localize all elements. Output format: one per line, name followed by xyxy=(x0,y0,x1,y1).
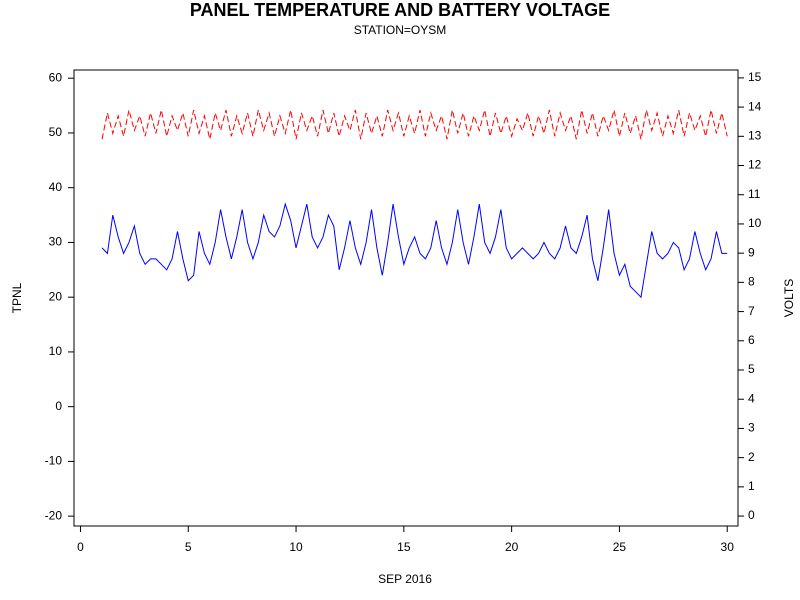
y-tick-label: -20 xyxy=(45,508,63,522)
y2-tick-label: 14 xyxy=(748,99,762,113)
series-line xyxy=(101,109,728,140)
y-tick-label: 60 xyxy=(49,70,63,84)
y2-tick-label: 1 xyxy=(748,479,755,493)
y2-tick-label: 13 xyxy=(748,128,762,142)
series-line xyxy=(101,202,728,299)
y2-axis-label: VOLTS xyxy=(782,279,796,317)
y-tick-label: 40 xyxy=(49,180,63,194)
x-tick-label: 25 xyxy=(613,540,627,554)
y2-tick-label: 8 xyxy=(748,275,755,289)
x-axis-label: SEP 2016 xyxy=(378,572,432,586)
y-tick-label: 20 xyxy=(49,289,63,303)
x-tick-label: 5 xyxy=(185,540,192,554)
chart-subtitle: STATION=OYSM xyxy=(354,23,447,37)
y2-tick-label: 7 xyxy=(748,304,755,318)
chart-title: PANEL TEMPERATURE AND BATTERY VOLTAGE xyxy=(190,0,610,20)
plot-frame xyxy=(73,69,739,527)
y2-tick-label: 3 xyxy=(748,421,755,435)
y-tick-label: 10 xyxy=(49,344,63,358)
y2-tick-label: 12 xyxy=(748,158,762,172)
x-tick-label: 30 xyxy=(721,540,735,554)
x-tick-label: 10 xyxy=(289,540,303,554)
y2-tick-label: 15 xyxy=(748,70,762,84)
y2-tick-label: 6 xyxy=(748,333,755,347)
y-tick-label: 50 xyxy=(49,125,63,139)
y2-tick-label: 10 xyxy=(748,216,762,230)
y-tick-label: 0 xyxy=(55,399,62,413)
y2-tick-label: 0 xyxy=(748,508,755,522)
x-tick-label: 20 xyxy=(505,540,519,554)
y-axis-label: TPNL xyxy=(10,282,24,313)
y-tick-label: -10 xyxy=(45,454,63,468)
y2-tick-label: 4 xyxy=(748,391,755,405)
x-tick-label: 0 xyxy=(77,540,84,554)
y2-tick-label: 9 xyxy=(748,245,755,259)
x-tick-label: 15 xyxy=(397,540,411,554)
y2-tick-label: 5 xyxy=(748,362,755,376)
y2-tick-label: 11 xyxy=(748,187,761,201)
y-tick-label: 30 xyxy=(49,235,63,249)
y2-tick-label: 2 xyxy=(748,450,755,464)
